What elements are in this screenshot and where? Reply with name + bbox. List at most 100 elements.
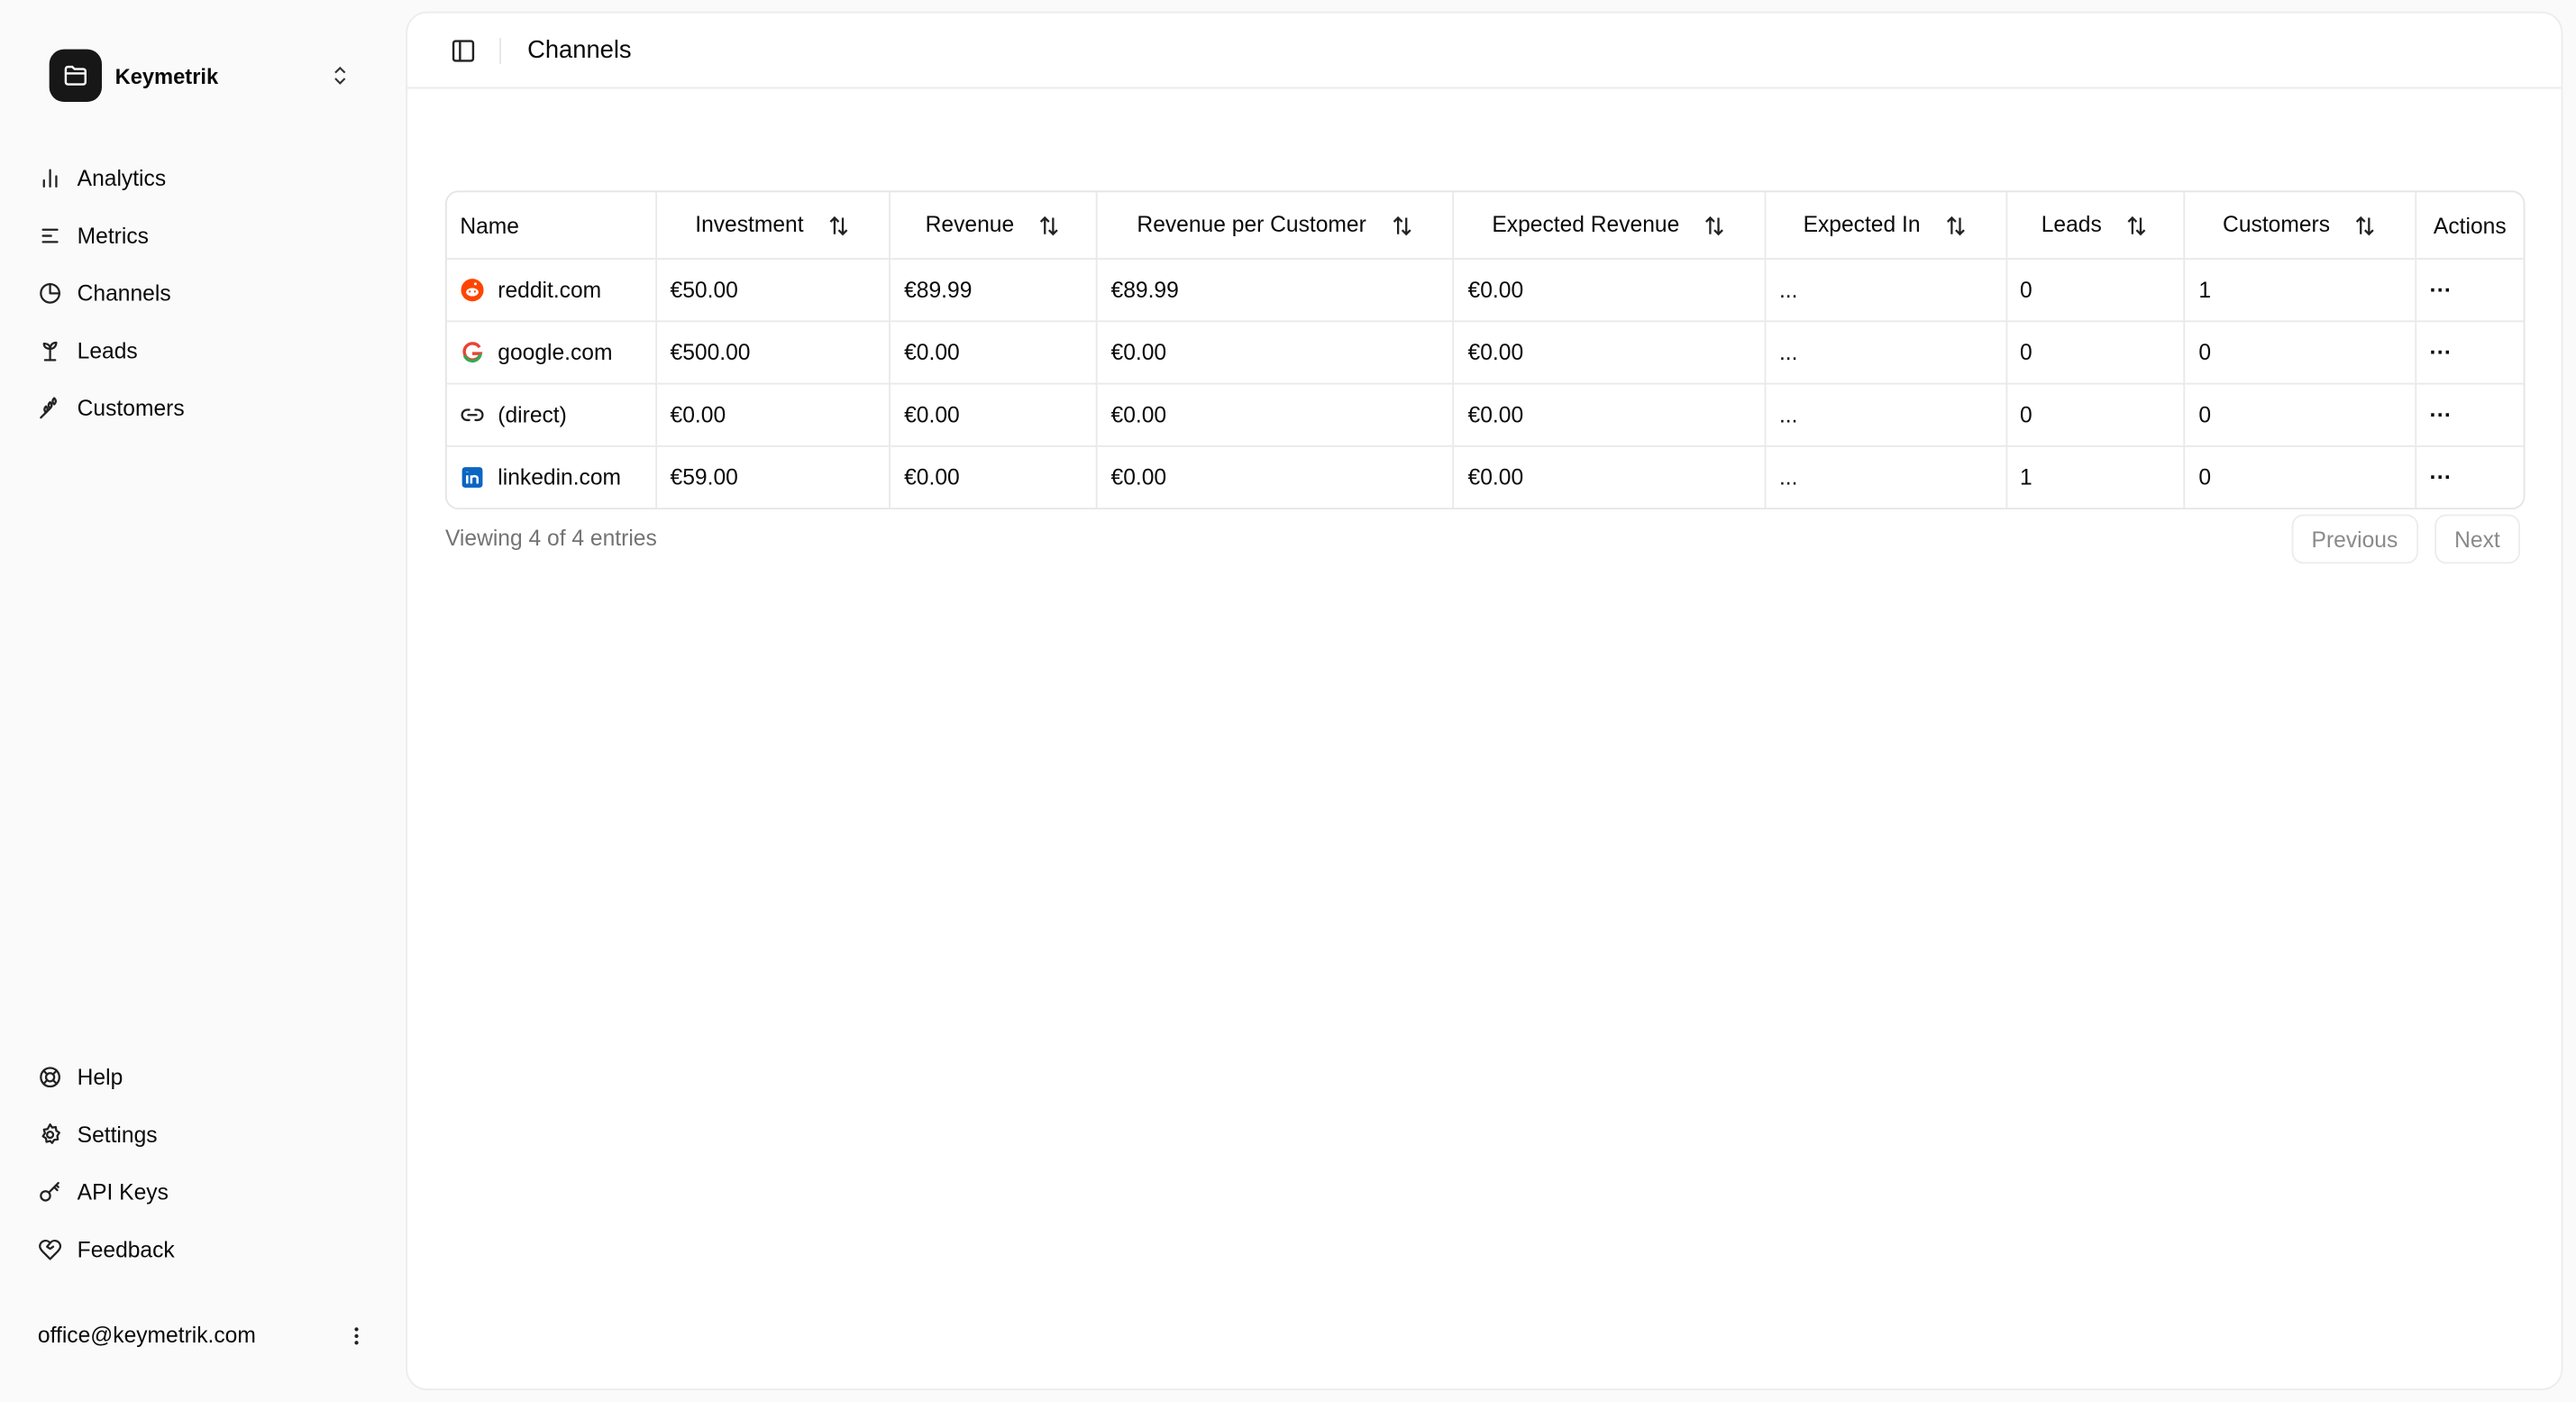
list-icon: [41, 228, 59, 243]
key-icon: [40, 1181, 59, 1202]
pie-chart-icon: [40, 282, 60, 304]
sidebar-item-label: Customers: [77, 396, 185, 421]
column-label: Name: [460, 213, 520, 238]
column-header-expected-in[interactable]: Expected In: [1765, 192, 2007, 260]
column-label: Expected In: [1803, 212, 1921, 237]
sidebar-item-label: Leads: [77, 338, 138, 363]
user-email: office@keymetrik.com: [37, 1323, 256, 1348]
gear-icon: [41, 1123, 60, 1144]
channel-name[interactable]: linkedin.com: [498, 464, 622, 490]
sidebar-item-label: Metrics: [77, 223, 149, 249]
column-label: Expected Revenue: [1492, 212, 1680, 237]
cell-revenue-per-customer: €0.00: [1097, 383, 1455, 447]
cell-expected-revenue: €0.00: [1454, 383, 1767, 447]
channel-name[interactable]: (direct): [498, 402, 567, 427]
more-vertical-icon[interactable]: [345, 1323, 369, 1349]
cell-revenue: €89.99: [890, 259, 1098, 323]
cell-customers: 0: [2184, 445, 2416, 509]
column-header-customers[interactable]: Customers: [2184, 192, 2416, 260]
page-title: Channels: [527, 36, 632, 65]
cell-actions: ···: [2416, 321, 2524, 385]
cell-investment: €500.00: [656, 321, 891, 385]
cell-customers: 0: [2184, 383, 2416, 447]
sidebar-item-analytics[interactable]: Analytics: [26, 150, 381, 207]
cell-leads: 0: [2005, 321, 2186, 385]
sidebar-toggle-icon[interactable]: [450, 37, 476, 63]
life-buoy-icon: [40, 1067, 60, 1088]
sidebar-item-channels[interactable]: Channels: [26, 264, 381, 322]
channel-name[interactable]: google.com: [498, 340, 613, 365]
sidebar-item-label: Channels: [77, 280, 171, 307]
sort-icon[interactable]: [1037, 214, 1062, 238]
more-actions-button[interactable]: ···: [2429, 340, 2453, 365]
bar-chart-icon: [42, 169, 58, 188]
wheat-icon: [40, 397, 57, 419]
sort-icon[interactable]: [2353, 214, 2378, 238]
cell-leads: 0: [2005, 259, 2186, 323]
more-actions-button[interactable]: ···: [2429, 464, 2453, 490]
cell-revenue-per-customer: €0.00: [1097, 321, 1455, 385]
sort-icon[interactable]: [1703, 214, 1727, 238]
cell-leads: 0: [2005, 383, 2186, 447]
workspace-name: Keymetrik: [114, 63, 219, 88]
folder-icon: [49, 49, 103, 103]
sort-icon[interactable]: [827, 214, 851, 238]
column-header-expected-revenue[interactable]: Expected Revenue: [1454, 192, 1767, 260]
cell-revenue-per-customer: €0.00: [1097, 445, 1455, 509]
cell-investment: €0.00: [656, 383, 891, 447]
cell-name: google.com: [446, 321, 657, 385]
sidebar-item-settings[interactable]: Settings: [26, 1106, 381, 1164]
cell-name: (direct): [446, 383, 657, 447]
cell-customers: 1: [2184, 259, 2416, 323]
column-header-name: Name: [446, 192, 657, 260]
sort-icon[interactable]: [2124, 214, 2149, 238]
heart-handshake-icon: [39, 1239, 62, 1260]
table-row: (direct) €0.00 €0.00 €0.00 €0.00... 0 0 ···: [446, 383, 2524, 447]
sidebar-item-leads[interactable]: Leads: [26, 322, 381, 380]
topbar: Channels: [407, 14, 2562, 89]
column-label: Revenue per Customer: [1137, 212, 1366, 237]
secondary-nav: Help Settings API Keys Feedback: [26, 1049, 381, 1278]
sidebar-item-label: Settings: [77, 1122, 158, 1148]
column-header-investment[interactable]: Investment: [656, 192, 891, 260]
sort-icon[interactable]: [1389, 214, 1413, 238]
reddit-icon: [461, 279, 484, 302]
table-row: reddit.com €50.00 €89.99 €89.99 €0.00... 0 1 ··…: [446, 259, 2524, 323]
column-header-leads[interactable]: Leads: [2005, 192, 2186, 260]
workspace-switcher[interactable]: Keymetrik: [49, 49, 361, 103]
channel-name[interactable]: reddit.com: [498, 278, 602, 303]
next-button[interactable]: Next: [2434, 514, 2520, 564]
column-label: Customers: [2223, 212, 2331, 237]
chevrons-up-down-icon: [334, 66, 346, 85]
column-label: Leads: [2041, 212, 2102, 237]
sidebar-item-help[interactable]: Help: [26, 1049, 381, 1106]
channels-table: Name Investment Revenue Revenue per Custome…: [444, 190, 2526, 510]
more-actions-button[interactable]: ···: [2429, 402, 2453, 427]
sidebar-item-metrics[interactable]: Metrics: [26, 207, 381, 265]
sidebar-item-label: Analytics: [77, 166, 167, 191]
cell-customers: 0: [2184, 321, 2416, 385]
column-header-revenue[interactable]: Revenue: [890, 192, 1098, 260]
sprout-icon: [42, 341, 58, 362]
previous-button[interactable]: Previous: [2291, 514, 2418, 564]
table-row: linkedin.com €59.00 €0.00 €0.00 €0.00... 1 0 ··…: [446, 445, 2524, 509]
cell-expected-revenue: €0.00: [1454, 259, 1767, 323]
cell-investment: €59.00: [656, 445, 891, 509]
cell-investment: €50.00: [656, 259, 891, 323]
sidebar-item-api-keys[interactable]: API Keys: [26, 1163, 381, 1221]
column-header-actions: Actions: [2416, 192, 2524, 260]
google-icon: [462, 342, 483, 363]
cell-actions: ···: [2416, 259, 2524, 323]
sidebar-item-feedback[interactable]: Feedback: [26, 1221, 381, 1278]
cell-expected-in: ...: [1765, 321, 2007, 385]
cell-revenue: €0.00: [890, 383, 1098, 447]
primary-nav: Analytics Metrics Channels Leads Customers: [26, 150, 381, 437]
sidebar-item-label: Feedback: [77, 1237, 175, 1262]
cell-expected-in: ...: [1765, 259, 2007, 323]
column-header-revenue-per-customer[interactable]: Revenue per Customer: [1097, 192, 1455, 260]
more-actions-button[interactable]: ···: [2429, 278, 2453, 303]
sidebar-item-customers[interactable]: Customers: [26, 380, 381, 437]
sort-icon[interactable]: [1943, 214, 1968, 238]
cell-revenue-per-customer: €89.99: [1097, 259, 1455, 323]
linkedin-icon: [461, 467, 483, 488]
